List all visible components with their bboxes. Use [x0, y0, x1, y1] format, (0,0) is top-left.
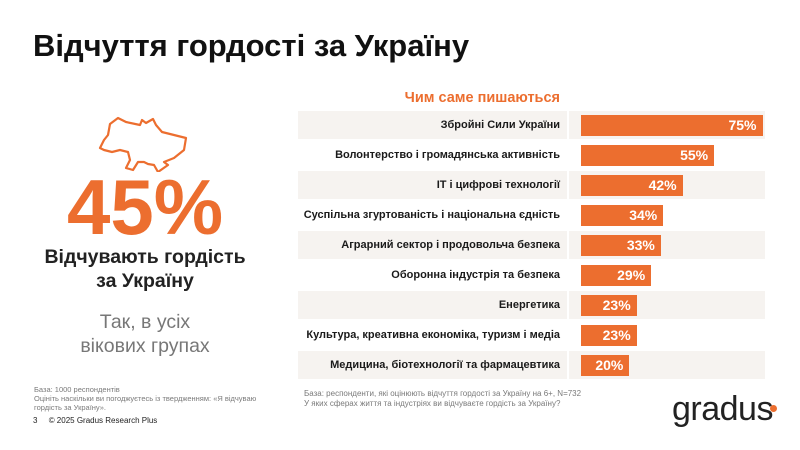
- bar: 34%: [581, 205, 664, 226]
- data-label: 29%: [617, 267, 646, 283]
- bar: 75%: [581, 115, 763, 136]
- chart-row: Медицина, біотехнології та фармацевтика 2…: [298, 351, 765, 379]
- caption-line: за Україну: [96, 270, 194, 292]
- chart-row: Суспільна згуртованість і національна єд…: [298, 201, 765, 229]
- footnote-right: База: респонденти, які оцінюють відчуття…: [304, 389, 581, 408]
- footnote-line: Оцініть наскільки ви погоджуєтесь із тве…: [34, 394, 257, 403]
- footer: 3 © 2025 Gradus Research Plus: [33, 416, 157, 425]
- category-label: Аграрний сектор і продовольча безпека: [298, 231, 567, 259]
- category-label: Енергетика: [298, 291, 567, 319]
- category-label: IT і цифрові технології: [298, 171, 567, 199]
- gradus-logo: gradus: [672, 390, 773, 428]
- chart-row: IT і цифрові технології 42%: [298, 171, 765, 199]
- bar: 55%: [581, 145, 715, 166]
- category-label: Збройні Сили України: [298, 111, 567, 139]
- chart-row: Енергетика 23%: [298, 291, 765, 319]
- caption-line: Відчувають гордість: [44, 246, 246, 268]
- footnote-line: гордість за Україну».: [34, 403, 107, 412]
- data-label: 23%: [602, 297, 631, 313]
- chart-row: Збройні Сили України 75%: [298, 111, 765, 139]
- headline-percentage: 45%: [66, 163, 224, 251]
- chart-row: Аграрний сектор і продовольча безпека 33%: [298, 231, 765, 259]
- data-label: 75%: [728, 117, 757, 133]
- logo-dot: [770, 405, 777, 412]
- bar: 20%: [581, 355, 630, 376]
- chart-title: Чим саме пишаються: [404, 90, 560, 106]
- data-label: 33%: [626, 237, 655, 253]
- footnote-line: База: 1000 респондентів: [34, 385, 120, 394]
- data-label: 34%: [629, 207, 658, 223]
- bar: 23%: [581, 295, 637, 316]
- chart-row: Оборонна індустрія та безпека 29%: [298, 261, 765, 289]
- chart-row: Культура, креативна економіка, туризм і …: [298, 321, 765, 349]
- category-label: Культура, креативна економіка, туризм і …: [306, 329, 560, 341]
- bar: 33%: [581, 235, 661, 256]
- bar: 23%: [581, 325, 637, 346]
- chart-row: Волонтерство і громадянська активність 55…: [298, 141, 765, 169]
- category-label: Медицина, біотехнології та фармацевтика: [298, 351, 567, 379]
- category-label: Оборонна індустрія та безпека: [391, 269, 560, 281]
- bar: 42%: [581, 175, 683, 196]
- footnote-left: База: 1000 респондентів Оцініть наскільк…: [34, 385, 256, 412]
- page-number: 3: [33, 416, 38, 425]
- ukraine-map-icon: [98, 116, 188, 172]
- data-label: 23%: [602, 327, 631, 343]
- page-title: Відчуття гордості за Україну: [33, 28, 470, 63]
- footnote-line: У яких сферах життя та індустріях ви від…: [304, 398, 561, 408]
- footnote-line: База: респонденти, які оцінюють відчуття…: [304, 389, 582, 398]
- bar: 29%: [581, 265, 652, 286]
- category-label: Волонтерство і громадянська активність: [335, 149, 560, 161]
- note-line: Так, в усіх: [99, 311, 191, 333]
- data-label: 20%: [595, 357, 624, 373]
- age-groups-note: Так, в усіх вікових групах: [0, 310, 290, 358]
- note-line: вікових групах: [80, 335, 210, 357]
- data-label: 55%: [680, 147, 709, 163]
- data-label: 42%: [648, 177, 677, 193]
- category-label: Суспільна згуртованість і національна єд…: [303, 209, 560, 221]
- headline-caption: Відчувають гордість за Україну: [0, 245, 290, 293]
- copyright: © 2025 Gradus Research Plus: [48, 416, 158, 425]
